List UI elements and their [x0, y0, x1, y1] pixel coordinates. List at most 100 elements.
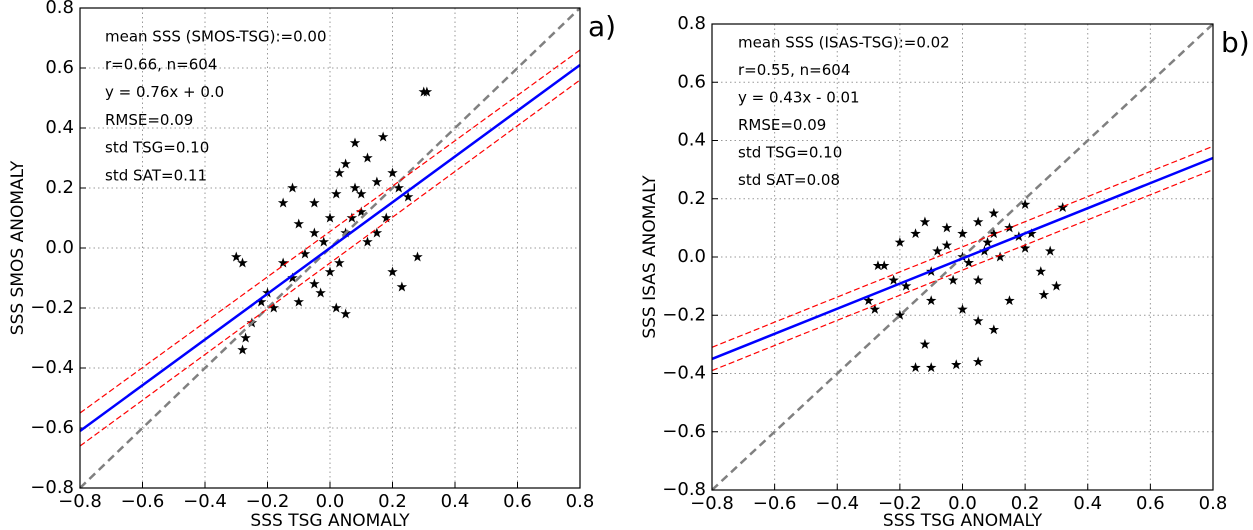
point	[872, 260, 884, 271]
annotation: y = 0.43x - 0.01	[738, 89, 860, 107]
annotation: mean SSS (ISAS-TSG):=0.02	[738, 34, 950, 52]
point	[268, 302, 279, 313]
point	[982, 236, 993, 247]
point	[1004, 295, 1015, 306]
y-tick-label: 0.6	[677, 71, 706, 92]
y-tick-label: −0.6	[662, 421, 706, 442]
point	[371, 176, 383, 187]
annotation: r=0.55, n=604	[738, 61, 850, 79]
point	[362, 152, 373, 163]
point	[277, 257, 289, 268]
y-axis-label: SSS ISAS ANOMALY	[640, 175, 660, 339]
point	[957, 228, 968, 239]
panel-label: a)	[588, 10, 616, 43]
annotation: std TSG=0.10	[738, 144, 842, 162]
point	[963, 257, 974, 268]
point	[919, 338, 931, 349]
x-tick-label: −0.6	[121, 491, 165, 512]
point	[1057, 201, 1068, 212]
annotation: RMSE=0.09	[738, 116, 826, 134]
annotation: y = 0.76x + 0.0	[105, 83, 224, 101]
plot-frame	[79, 7, 581, 489]
point	[941, 239, 953, 250]
point	[256, 296, 267, 307]
point	[972, 356, 984, 367]
point	[387, 266, 398, 277]
y-tick-label: −0.4	[30, 357, 74, 378]
x-axis-label: SSS TSG ANOMALY	[250, 511, 410, 530]
point	[377, 131, 389, 142]
fit-line	[79, 63, 581, 433]
y-tick-label: −0.8	[662, 479, 706, 500]
point	[237, 344, 248, 355]
point	[318, 236, 329, 247]
fit-line	[79, 7, 581, 489]
annotation: std TSG=0.10	[105, 139, 209, 157]
point	[387, 167, 398, 178]
x-tick-label: −0.4	[815, 493, 859, 514]
point	[869, 303, 881, 314]
point	[925, 295, 937, 306]
point	[1019, 199, 1031, 210]
x-tick-label: 0.4	[1073, 493, 1102, 514]
point	[994, 251, 1006, 262]
point	[293, 296, 304, 307]
point	[287, 182, 298, 193]
point	[972, 315, 984, 326]
point	[1026, 228, 1037, 239]
fit-line	[79, 79, 581, 447]
point	[334, 257, 345, 268]
x-tick-label: −0.6	[753, 493, 797, 514]
y-tick-label: −0.2	[662, 304, 706, 325]
point	[231, 251, 242, 262]
point	[331, 188, 342, 199]
point	[346, 212, 358, 223]
x-tick-label: 0.8	[1199, 493, 1228, 514]
point	[947, 274, 959, 285]
point	[334, 167, 345, 178]
y-tick-label: −0.2	[30, 297, 74, 318]
point	[356, 188, 367, 199]
point	[356, 206, 367, 217]
point	[1019, 242, 1031, 253]
y-tick-label: −0.8	[30, 477, 74, 498]
point	[287, 272, 298, 283]
y-tick-label: 0.0	[677, 246, 706, 267]
point	[396, 281, 408, 292]
point	[340, 158, 351, 169]
point	[331, 302, 342, 313]
y-tick-label: −0.4	[662, 363, 706, 384]
point	[293, 218, 304, 229]
point	[237, 257, 248, 268]
point	[900, 280, 912, 291]
y-tick-label: 0.2	[677, 188, 706, 209]
point	[324, 266, 336, 277]
point	[972, 216, 984, 227]
point	[1044, 245, 1056, 256]
y-axis-label: SSS SMOS ANOMALY	[8, 160, 28, 335]
point	[309, 227, 320, 238]
point	[393, 182, 404, 193]
y-tick-label: 0.0	[45, 237, 74, 258]
x-tick-label: 0.8	[566, 491, 595, 512]
point	[910, 228, 921, 239]
point	[421, 86, 433, 97]
fit-line	[711, 156, 1214, 361]
annotation: mean SSS (SMOS-TSG):=0.00	[105, 28, 327, 46]
x-tick-label: 0.0	[316, 491, 345, 512]
point	[988, 228, 1000, 239]
x-tick-label: 0.2	[1011, 493, 1040, 514]
x-tick-label: 0.6	[503, 491, 532, 512]
point	[1051, 280, 1062, 291]
point	[941, 222, 953, 233]
panel-label: b)	[1221, 26, 1250, 59]
point	[340, 308, 351, 319]
point	[277, 197, 289, 208]
point	[925, 362, 937, 373]
plot-frame	[711, 23, 1214, 491]
point	[878, 260, 890, 271]
x-tick-label: −0.8	[58, 491, 102, 512]
point	[1035, 266, 1047, 277]
point	[371, 227, 383, 238]
